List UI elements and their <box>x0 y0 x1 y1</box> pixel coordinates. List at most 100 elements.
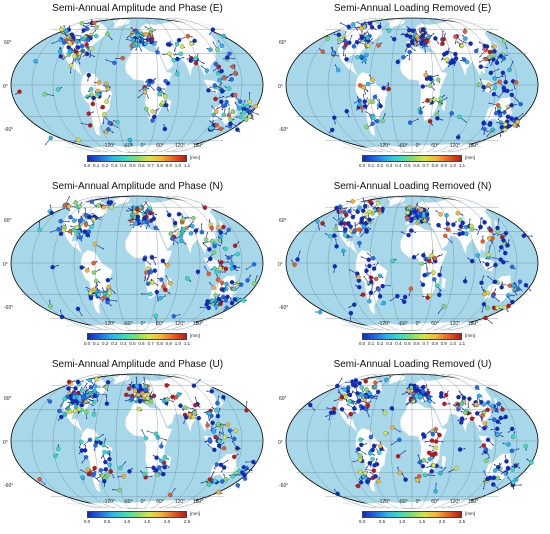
arrow-head <box>215 308 217 311</box>
meridian-line <box>151 17 180 153</box>
arrow-head <box>184 216 186 219</box>
amplitude-dot <box>327 234 333 239</box>
arrow-head <box>68 209 70 211</box>
arrow-head <box>77 390 79 393</box>
station-marker <box>176 36 186 43</box>
arrow-head <box>224 254 227 257</box>
arrow-head <box>405 50 407 52</box>
amplitude-dot <box>79 402 85 408</box>
arrow-head <box>365 111 367 113</box>
arrow-head <box>477 48 479 50</box>
arrow-head <box>244 99 246 102</box>
amplitude-dot <box>453 56 459 61</box>
arrow-head <box>481 311 483 313</box>
arrow-head <box>80 469 82 472</box>
station-marker <box>220 89 226 94</box>
arrow-head <box>189 225 191 228</box>
station-marker <box>239 110 247 115</box>
arrow-head <box>426 268 428 270</box>
meridian-line <box>94 17 123 153</box>
longitude-tick-labels: -120° -60° 0° 60° 120° 180° <box>0 143 275 153</box>
station-marker <box>199 305 211 311</box>
arrow-head <box>485 257 487 260</box>
station-marker <box>367 279 374 286</box>
arrow-head <box>513 282 516 284</box>
amplitude-dot <box>91 412 97 417</box>
amplitude-dot <box>320 221 325 226</box>
station-marker <box>203 231 209 242</box>
arrow-head <box>225 232 228 234</box>
arrow-head <box>160 474 163 476</box>
arrow-head <box>371 38 373 40</box>
arrow-head <box>38 221 41 223</box>
arrow-head <box>101 457 103 459</box>
station-marker <box>168 488 176 498</box>
arrow-head <box>79 232 81 235</box>
station-marker <box>66 379 76 385</box>
station-marker <box>173 51 184 57</box>
station-marker <box>509 92 519 102</box>
arrow-head <box>199 379 201 381</box>
station-marker <box>443 227 451 232</box>
colorbar-tick-label: 1.1 <box>183 341 191 346</box>
amplitude-dot <box>107 120 112 126</box>
station-marker <box>404 215 410 221</box>
station-marker <box>408 286 414 297</box>
arrow-head <box>450 241 453 243</box>
amplitude-dot <box>84 42 89 47</box>
amplitude-dot <box>80 36 85 42</box>
arrow-head <box>148 225 150 227</box>
station-marker <box>517 100 523 107</box>
station-marker <box>348 269 360 276</box>
station-marker <box>91 269 101 275</box>
arrow-head <box>480 217 482 220</box>
arrow-head <box>131 206 134 208</box>
amplitude-dot <box>495 225 500 231</box>
amplitude-dot <box>155 435 161 440</box>
arrow-head <box>424 51 426 54</box>
amplitude-dot <box>191 215 196 221</box>
amplitude-dot <box>406 27 412 33</box>
station-marker <box>486 127 496 137</box>
amplitude-dot <box>341 248 346 254</box>
arrow-head <box>249 110 252 113</box>
amplitude-dot <box>444 57 450 62</box>
arrow-head <box>491 50 493 52</box>
station-vectors <box>308 375 534 497</box>
arrow-head <box>143 400 145 402</box>
station-marker <box>216 442 225 448</box>
arrow-head <box>92 213 94 215</box>
amplitude-dot <box>132 388 138 394</box>
arrow-head <box>363 276 366 278</box>
station-marker <box>421 213 426 221</box>
amplitude-dot <box>500 70 506 76</box>
amplitude-dot <box>377 273 383 279</box>
amplitude-dot <box>131 43 137 49</box>
arrow-head <box>429 103 432 105</box>
amplitude-dot <box>404 216 410 221</box>
arrow-head <box>95 292 98 295</box>
station-marker <box>102 287 108 296</box>
amplitude-dot <box>52 453 58 459</box>
arrow-head <box>410 221 412 223</box>
station-marker <box>513 112 524 122</box>
arrow-head <box>461 57 464 59</box>
arrow-head <box>465 120 467 123</box>
arrow-head <box>467 257 469 260</box>
station-marker <box>500 70 506 77</box>
station-marker <box>447 50 458 57</box>
arrow-head <box>140 49 142 52</box>
arrow-head <box>222 58 225 60</box>
amplitude-dot <box>104 99 109 104</box>
station-marker <box>376 42 383 48</box>
amplitude-dot <box>453 51 458 57</box>
station-marker <box>232 64 238 76</box>
arrow-head <box>251 106 253 108</box>
station-marker <box>443 233 453 244</box>
amplitude-dot <box>85 467 91 472</box>
arrow-head <box>367 252 369 255</box>
arrow-head <box>357 26 359 29</box>
station-marker <box>104 385 109 392</box>
station-marker <box>59 309 65 320</box>
arrow-head <box>490 84 493 86</box>
